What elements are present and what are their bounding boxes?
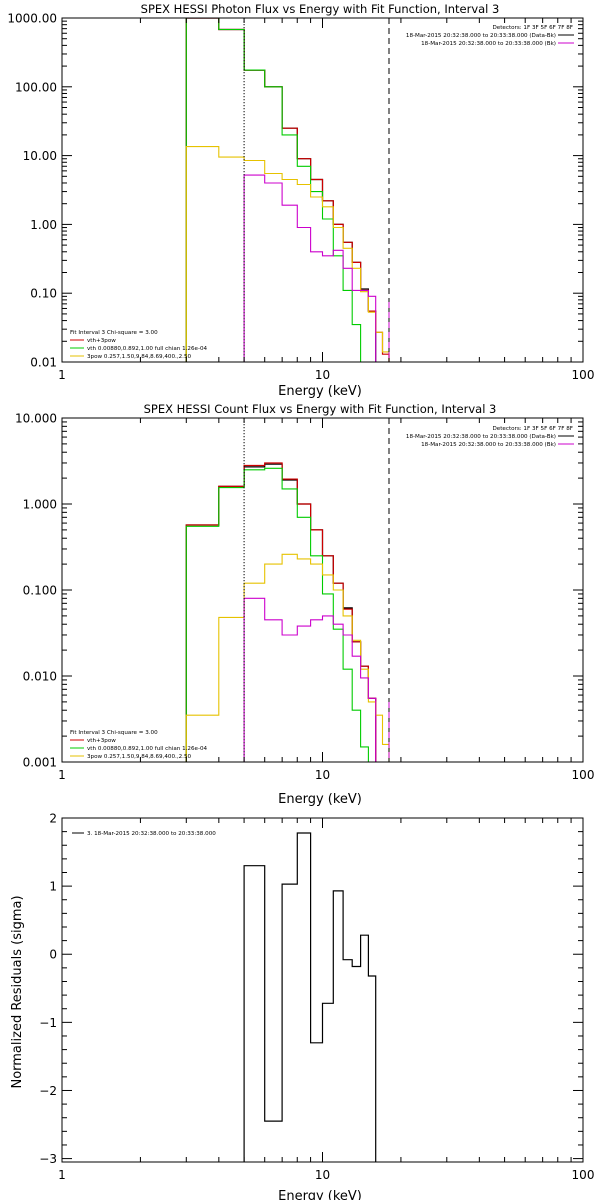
x-axis-label: Energy (keV): [278, 1189, 362, 1200]
axes: 1 10 100 −3 −2 −1 0 1 2: [39, 812, 594, 1183]
bk-interval-text: 18-Mar-2015 20:32:38.000 to 20:33:38.000…: [421, 41, 556, 47]
x-tick-label: 10: [315, 1168, 330, 1182]
series-line-data-bk: [185, 463, 377, 762]
y-tick-label: −2: [39, 1084, 57, 1098]
series-line-vth: [185, 467, 376, 762]
data-interval-text: 18-Mar-2015 20:32:38.000 to 20:33:38.000…: [406, 434, 556, 440]
y-tick-label: −1: [39, 1016, 57, 1030]
x-tick-label: 100: [572, 368, 595, 382]
y-tick-label: 10.00: [23, 149, 57, 163]
chart-title: SPEX HESSI Photon Flux vs Energy with Fi…: [141, 2, 500, 16]
fit-total-text: vth+3pow: [87, 738, 116, 744]
series-line-vth: [185, 18, 376, 362]
series-line-data-bk: [185, 18, 377, 362]
y-tick-label: 0.100: [23, 584, 57, 598]
y-tick-label: 1.000: [23, 498, 57, 512]
fit-vth-text: vth 0.00880,0.892,1.00 full chian 1.26e-…: [87, 346, 208, 352]
y-tick-label: 0.01: [30, 356, 57, 370]
series-line-3pow: [185, 553, 390, 762]
detectors-text: Detectors: 1F 3F 5F 6F 7F 8F: [492, 25, 573, 31]
fit-total-text: vth+3pow: [87, 338, 116, 344]
plot-frame: [61, 817, 584, 1163]
x-tick-label: 10: [315, 368, 330, 382]
series-line-bk: [243, 597, 377, 762]
series-line-vth-3pow: [185, 462, 377, 762]
fit-info-box: Fit Interval 3 Chi-square = 3.00 vth+3po…: [70, 730, 208, 760]
legend: 3. 18-Mar-2015 20:32:38.000 to 20:33:38.…: [72, 831, 216, 837]
fit-3pow-text: 3pow 0.257,1.50,9.84,8.69,400.,2.50: [87, 754, 192, 760]
fit-interval-text: Fit Interval 3 Chi-square = 3.00: [70, 330, 158, 336]
marker-lines: [243, 418, 390, 762]
bk-interval-text: 18-Mar-2015 20:32:38.000 to 20:33:38.000…: [421, 442, 556, 448]
count-flux-panel: SPEX HESSI Count Flux vs Energy with Fit…: [15, 402, 594, 807]
series-line-3-18-mar-2015-20-32-38-000-to-20-33-38-000: [243, 832, 377, 1162]
y-tick-label: 100.00: [15, 80, 57, 94]
series-group: [185, 18, 390, 362]
axes: 1 10 100 0.01 0.10 1.00 10.00 100.00 1000.00: [7, 12, 594, 383]
detectors-text: Detectors: 1F 3F 5F 6F 7F 8F: [492, 426, 573, 432]
legend-text: 3. 18-Mar-2015 20:32:38.000 to 20:33:38.…: [87, 831, 216, 837]
x-tick-label: 1: [58, 368, 66, 382]
info-box: Detectors: 1F 3F 5F 6F 7F 8F 18-Mar-2015…: [406, 426, 574, 448]
info-box: Detectors: 1F 3F 5F 6F 7F 8F 18-Mar-2015…: [406, 25, 574, 47]
y-tick-label: 1: [49, 880, 57, 894]
series-group: [243, 832, 377, 1162]
x-tick-label: 100: [572, 768, 595, 782]
y-tick-label: 1000.00: [7, 12, 57, 26]
y-tick-label: −3: [39, 1152, 57, 1166]
x-tick-label: 1: [58, 1168, 66, 1182]
y-tick-label: 1.00: [30, 218, 57, 232]
fit-3pow-text: 3pow 0.257,1.50,9.84,8.69,400.,2.50: [87, 354, 192, 360]
fit-interval-text: Fit Interval 3 Chi-square = 3.00: [70, 730, 158, 736]
fit-vth-text: vth 0.00880,0.892,1.00 full chian 1.26e-…: [87, 746, 208, 752]
y-axis-label: Normalized Residuals (sigma): [10, 895, 25, 1088]
x-tick-label: 1: [58, 768, 66, 782]
y-tick-label: 2: [49, 812, 57, 826]
y-tick-label: 0.001: [23, 756, 57, 770]
data-interval-text: 18-Mar-2015 20:32:38.000 to 20:33:38.000…: [406, 33, 556, 39]
x-axis-label: Energy (keV): [278, 792, 362, 807]
y-tick-label: 0.010: [23, 670, 57, 684]
marker-lines: [243, 18, 390, 362]
y-tick-label: 0: [49, 948, 57, 962]
fit-info-box: Fit Interval 3 Chi-square = 3.00 vth+3po…: [70, 330, 208, 360]
x-axis-label: Energy (keV): [278, 384, 362, 399]
axes: 1 10 100 0.001 0.010 0.100 1.000 10.000: [15, 412, 594, 783]
x-tick-label: 10: [315, 768, 330, 782]
series-line-vth-3pow: [185, 18, 390, 362]
x-tick-label: 100: [572, 1168, 595, 1182]
chart-title: SPEX HESSI Count Flux vs Energy with Fit…: [144, 402, 497, 416]
series-line-3pow: [185, 146, 390, 362]
y-tick-label: 0.10: [30, 287, 57, 301]
y-tick-label: 10.000: [15, 412, 57, 426]
photon-flux-panel: SPEX HESSI Photon Flux vs Energy with Fi…: [7, 2, 594, 399]
residuals-panel: 1 10 100 −3 −2 −1 0 1 2 3. 18-Mar-2015 20:32:38.…: [10, 812, 594, 1200]
series-group: [185, 462, 390, 762]
series-line-bk: [243, 174, 377, 362]
